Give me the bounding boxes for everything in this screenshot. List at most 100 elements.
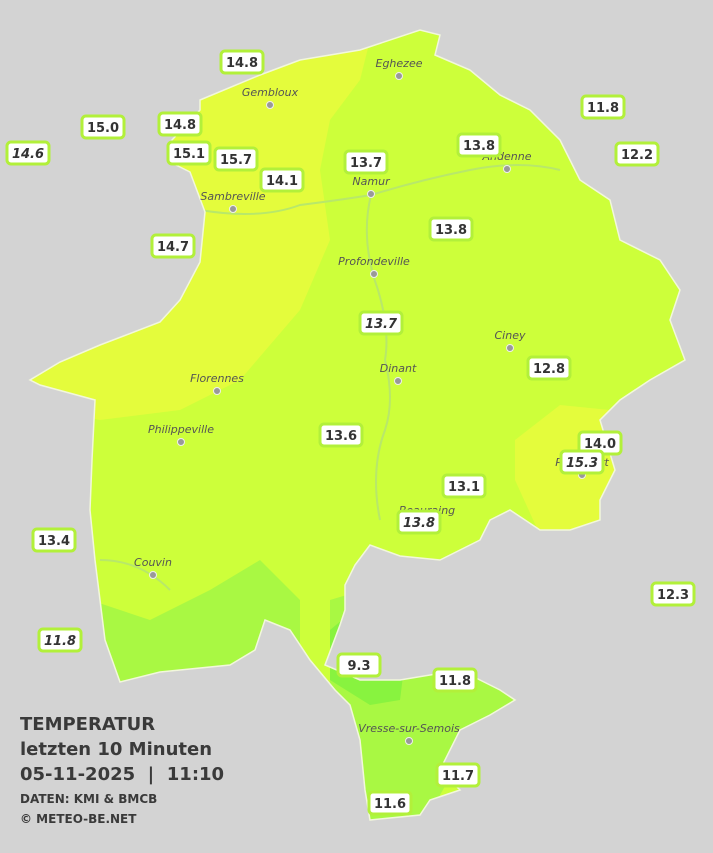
town-dot [213,387,221,395]
station: 9.3 [336,652,382,678]
station-box [435,762,481,788]
station-box [614,141,660,167]
town-label: Ciney [495,329,526,342]
station-value: 13.7 [365,317,398,332]
station-value: 13.1 [448,480,480,495]
station-box [559,449,605,475]
station-box [259,167,305,193]
town-label: Philippeville [148,423,214,436]
station-box [5,140,51,166]
town-label: Couvin [134,556,172,569]
town-dot [266,101,274,109]
legend-copyright: © METEO-BE.NET [20,812,137,826]
station: 14.7 [150,233,196,259]
station-value: 12.8 [533,362,565,377]
station-value: 13.8 [435,223,467,238]
town-label: Gembloux [242,86,299,99]
station-value: 13.7 [350,156,382,171]
town-dot [149,571,157,579]
station-box [336,652,382,678]
station-value: 11.6 [374,797,406,812]
town-dot [506,344,514,352]
stations: 14.8 15.0 14.6 14.8 15.1 15.7 14.1 13.7 13.8 11.8… [5,49,696,816]
station-value: 11.7 [442,769,474,784]
station-value: 14.1 [266,174,298,189]
station: 13.7 [343,149,389,175]
town-label: Dinant [380,362,417,375]
station-value: 12.2 [621,148,653,163]
station: 13.8 [456,132,502,158]
station-box [456,132,502,158]
station: 15.3 [559,449,605,475]
station-value: 12.3 [657,588,689,603]
station-box [166,140,212,166]
town-label: Profondeville [338,255,410,268]
town-dot [394,377,402,385]
legend: TEMPERATUR letzten 10 Minuten 05-11-2025… [20,714,224,826]
station: 13.6 [318,422,364,448]
station: 15.1 [166,140,212,166]
station-value: 11.8 [44,634,76,649]
station-value: 13.4 [38,534,70,549]
station-box [213,146,259,172]
station: 13.8 [396,509,442,535]
station: 12.2 [614,141,660,167]
station-box [358,310,404,336]
station: 13.4 [31,527,77,553]
station-value: 13.6 [325,429,357,444]
station: 14.8 [219,49,265,75]
station-value: 11.8 [587,101,619,116]
legend-subtitle: letzten 10 Minuten [20,739,212,760]
station-value: 14.7 [157,240,189,255]
station: 15.7 [213,146,259,172]
station-box [580,94,626,120]
station: 11.6 [367,790,413,816]
station: 13.1 [441,473,487,499]
station: 11.8 [37,627,83,653]
station: 14.0 [577,430,623,456]
legend-source: DATEN: KMI & BMCB [20,792,157,806]
town-dot [405,737,413,745]
station-box [80,114,126,140]
station-value: 13.8 [463,139,495,154]
station: 13.7 [358,310,404,336]
station-box [428,216,474,242]
town-label: Sambreville [200,190,265,203]
station-value: 14.8 [226,56,258,71]
station-value: 15.1 [173,147,205,162]
station-box [157,111,203,137]
station-box [37,627,83,653]
station: 15.0 [80,114,126,140]
town-label: Namur [352,175,391,188]
station-value: 15.3 [566,456,598,471]
station-box [318,422,364,448]
station-value: 13.8 [403,516,435,531]
station: 14.6 [5,140,51,166]
town-label: Florennes [190,372,244,385]
station-box [526,355,572,381]
station-value: 14.8 [164,118,196,133]
town-dot [370,270,378,278]
station-box [441,473,487,499]
station-value: 9.3 [347,659,370,674]
station: 11.8 [580,94,626,120]
station: 13.8 [428,216,474,242]
town-dot [367,190,375,198]
station-box [650,581,696,607]
legend-timestamp: 05-11-2025 | 11:10 [20,764,224,785]
station-box [367,790,413,816]
station-value: 15.0 [87,121,119,136]
station-box [396,509,442,535]
station-value: 14.6 [12,147,44,162]
station-box [432,667,478,693]
station-box [343,149,389,175]
town-label: Vresse-sur-Semois [358,722,460,735]
station-box [219,49,265,75]
station: 14.1 [259,167,305,193]
station: 12.8 [526,355,572,381]
town-dot [177,438,185,446]
town-label: Eghezee [376,57,423,70]
station: 11.7 [435,762,481,788]
town-dot [503,165,511,173]
